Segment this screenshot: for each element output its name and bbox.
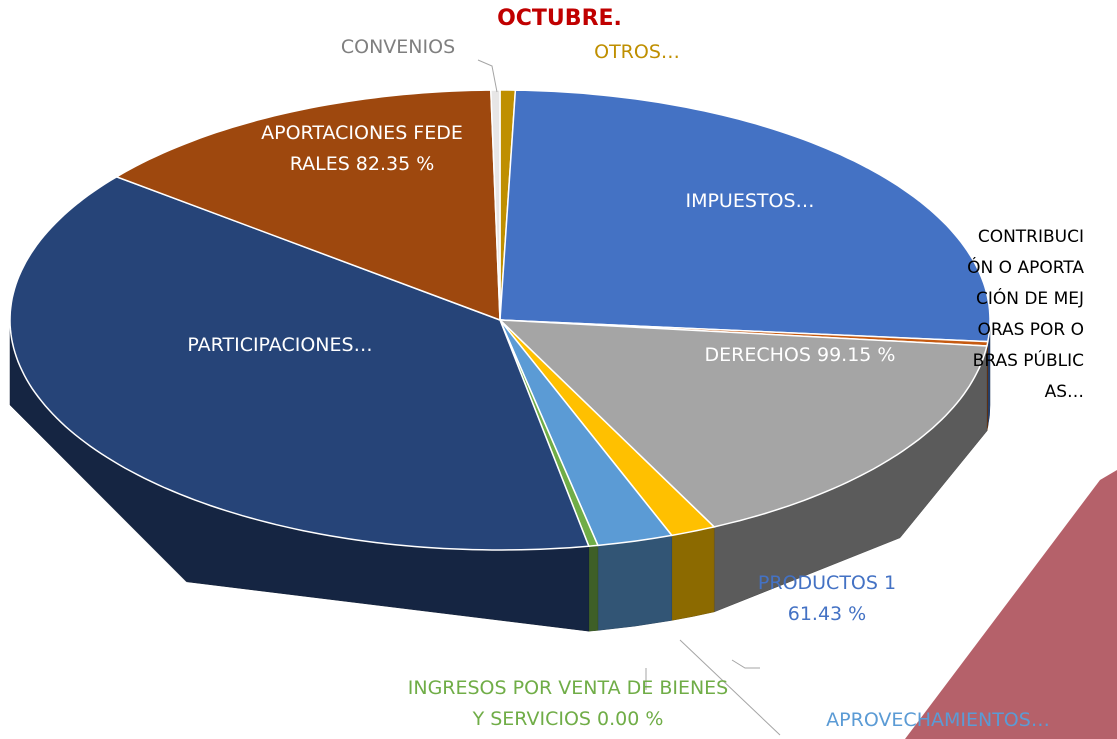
slice	[499, 89, 991, 343]
slice	[114, 89, 501, 322]
slice-label: IMPUESTOS…	[685, 190, 815, 212]
slice-side	[597, 535, 673, 631]
slice-label: OTROS…	[594, 41, 680, 63]
slice	[499, 319, 716, 537]
slice-side	[671, 526, 715, 621]
slice-label: APORTACIONES FEDERALES 82.35 %	[261, 122, 463, 175]
decor-shape	[905, 470, 1117, 739]
leader-line	[731, 659, 760, 669]
slice-label: PRODUCTOS 161.43 %	[757, 572, 897, 625]
slice-label: CONTRIBUCIÓN O APORTACIÓN DE MEJORAS POR…	[967, 227, 1084, 402]
slice-label: DERECHOS 99.15 %	[704, 344, 896, 366]
pie	[9, 89, 991, 632]
chart-title: OCTUBRE.	[497, 6, 622, 31]
slice	[499, 319, 674, 547]
slice-label: CONVENIOS	[340, 36, 456, 58]
slice-side	[588, 545, 599, 632]
leader-line	[679, 639, 781, 736]
slice	[498, 319, 988, 528]
slice	[490, 89, 501, 321]
leader-line	[477, 59, 498, 93]
slice-label: PARTICIPACIONES…	[187, 334, 373, 356]
slice-label: APROVECHAMIENTOS…	[826, 709, 1050, 731]
slice-label: INGRESOS POR VENTA DE BIENES Y SERVICIOS…	[407, 677, 729, 730]
slice	[9, 175, 590, 551]
